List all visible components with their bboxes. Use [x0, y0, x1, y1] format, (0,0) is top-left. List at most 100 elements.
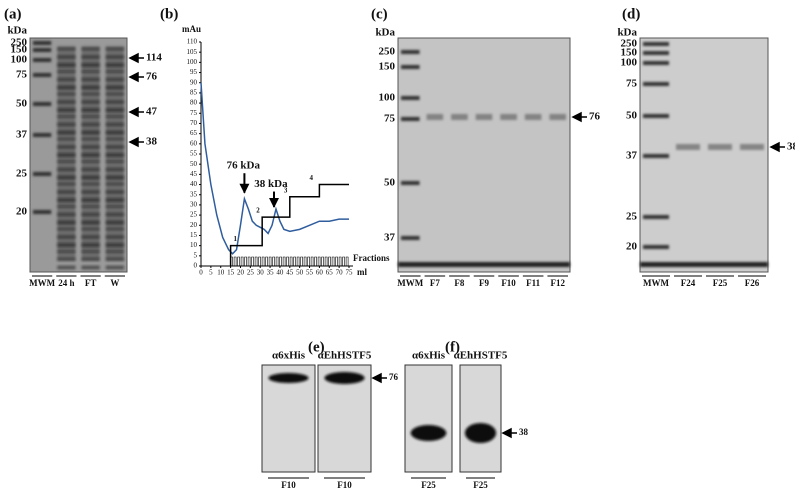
marker-label: 25 — [626, 211, 638, 223]
band — [549, 114, 566, 120]
band — [643, 215, 669, 219]
band — [401, 65, 420, 69]
arrow — [128, 52, 144, 64]
x-tick-label: 60 — [316, 269, 324, 277]
x-tick-label: 30 — [257, 269, 265, 277]
band — [81, 138, 100, 140]
band — [105, 130, 124, 135]
lane-label: F9 — [479, 278, 489, 288]
x-tick-label: 5 — [209, 269, 213, 277]
lane-label: F25 — [473, 480, 488, 490]
series-line — [200, 82, 349, 255]
band — [708, 144, 732, 150]
band — [81, 78, 100, 81]
band — [105, 228, 124, 230]
size-label: 47 — [146, 106, 158, 118]
y-tick-label: 75 — [190, 109, 198, 117]
band — [57, 265, 76, 270]
band — [105, 198, 124, 202]
band — [410, 425, 447, 441]
band — [105, 243, 124, 247]
lane-label: F11 — [526, 278, 541, 288]
size-label: 38 — [146, 136, 158, 148]
band — [57, 100, 76, 104]
band — [643, 61, 669, 65]
band — [81, 123, 100, 126]
band — [401, 117, 420, 121]
band — [81, 70, 100, 73]
y-tick-label: 35 — [190, 190, 198, 198]
band — [33, 48, 52, 52]
band — [105, 100, 124, 104]
band — [105, 108, 124, 112]
y-tick-label: 25 — [190, 211, 198, 219]
band — [57, 123, 76, 126]
panel-label: (b) — [160, 6, 178, 22]
dye-front — [640, 262, 768, 267]
antibody-label: α6xHis — [272, 350, 306, 362]
y-axis-label: mAu — [182, 24, 201, 34]
marker-label: 75 — [384, 113, 396, 125]
y-tick-label: 50 — [190, 160, 198, 168]
band — [324, 372, 365, 384]
y-tick-label: 55 — [190, 150, 198, 158]
band — [33, 133, 52, 137]
y-tick-label: 100 — [187, 58, 198, 66]
band — [105, 55, 124, 59]
band — [57, 153, 76, 157]
y-tick-label: 85 — [190, 89, 198, 97]
y-tick-label: 65 — [190, 129, 198, 137]
band — [57, 55, 76, 59]
x-tick-label: 50 — [296, 269, 304, 277]
band — [81, 85, 100, 90]
band — [643, 154, 669, 158]
lane-label: F26 — [745, 278, 760, 288]
band — [643, 42, 669, 46]
band — [57, 175, 76, 180]
antibody-label: α6xHis — [412, 350, 446, 362]
lane-label: F7 — [430, 278, 440, 288]
y-tick-label: 20 — [190, 221, 198, 229]
band — [57, 138, 76, 140]
y-tick-label: 95 — [190, 68, 198, 76]
series-line — [229, 183, 349, 266]
y-tick-label: 110 — [187, 38, 198, 46]
marker-label: 250 — [621, 38, 638, 50]
band — [105, 168, 124, 171]
band — [33, 73, 52, 77]
y-tick-label: 10 — [190, 241, 198, 249]
lane-label: W — [110, 278, 119, 288]
band — [81, 183, 100, 185]
arrow — [128, 71, 144, 83]
size-label: 38 — [787, 141, 795, 153]
marker-label: 75 — [16, 69, 28, 81]
band — [57, 243, 76, 247]
x-axis-label: ml — [357, 267, 367, 277]
band — [81, 190, 100, 194]
marker-label: 150 — [621, 47, 638, 59]
band — [33, 102, 52, 106]
band — [33, 210, 52, 214]
arrow — [128, 106, 144, 118]
lane-label: F10 — [337, 480, 352, 490]
fraction-comb — [230, 256, 349, 266]
lane-label: MWM — [29, 278, 55, 288]
band — [105, 160, 124, 163]
marker-label: 250 — [379, 46, 396, 58]
band — [33, 58, 52, 62]
band — [57, 190, 76, 194]
band — [401, 96, 420, 100]
band — [105, 145, 124, 149]
band — [33, 41, 52, 45]
arrow — [501, 427, 517, 439]
band — [105, 85, 124, 90]
panel-label: (f) — [445, 339, 460, 355]
band — [105, 123, 124, 126]
band — [81, 175, 100, 180]
band — [643, 245, 669, 249]
step-label: 2 — [256, 207, 260, 215]
arrow — [769, 141, 785, 153]
band — [57, 115, 76, 118]
band — [57, 220, 76, 225]
